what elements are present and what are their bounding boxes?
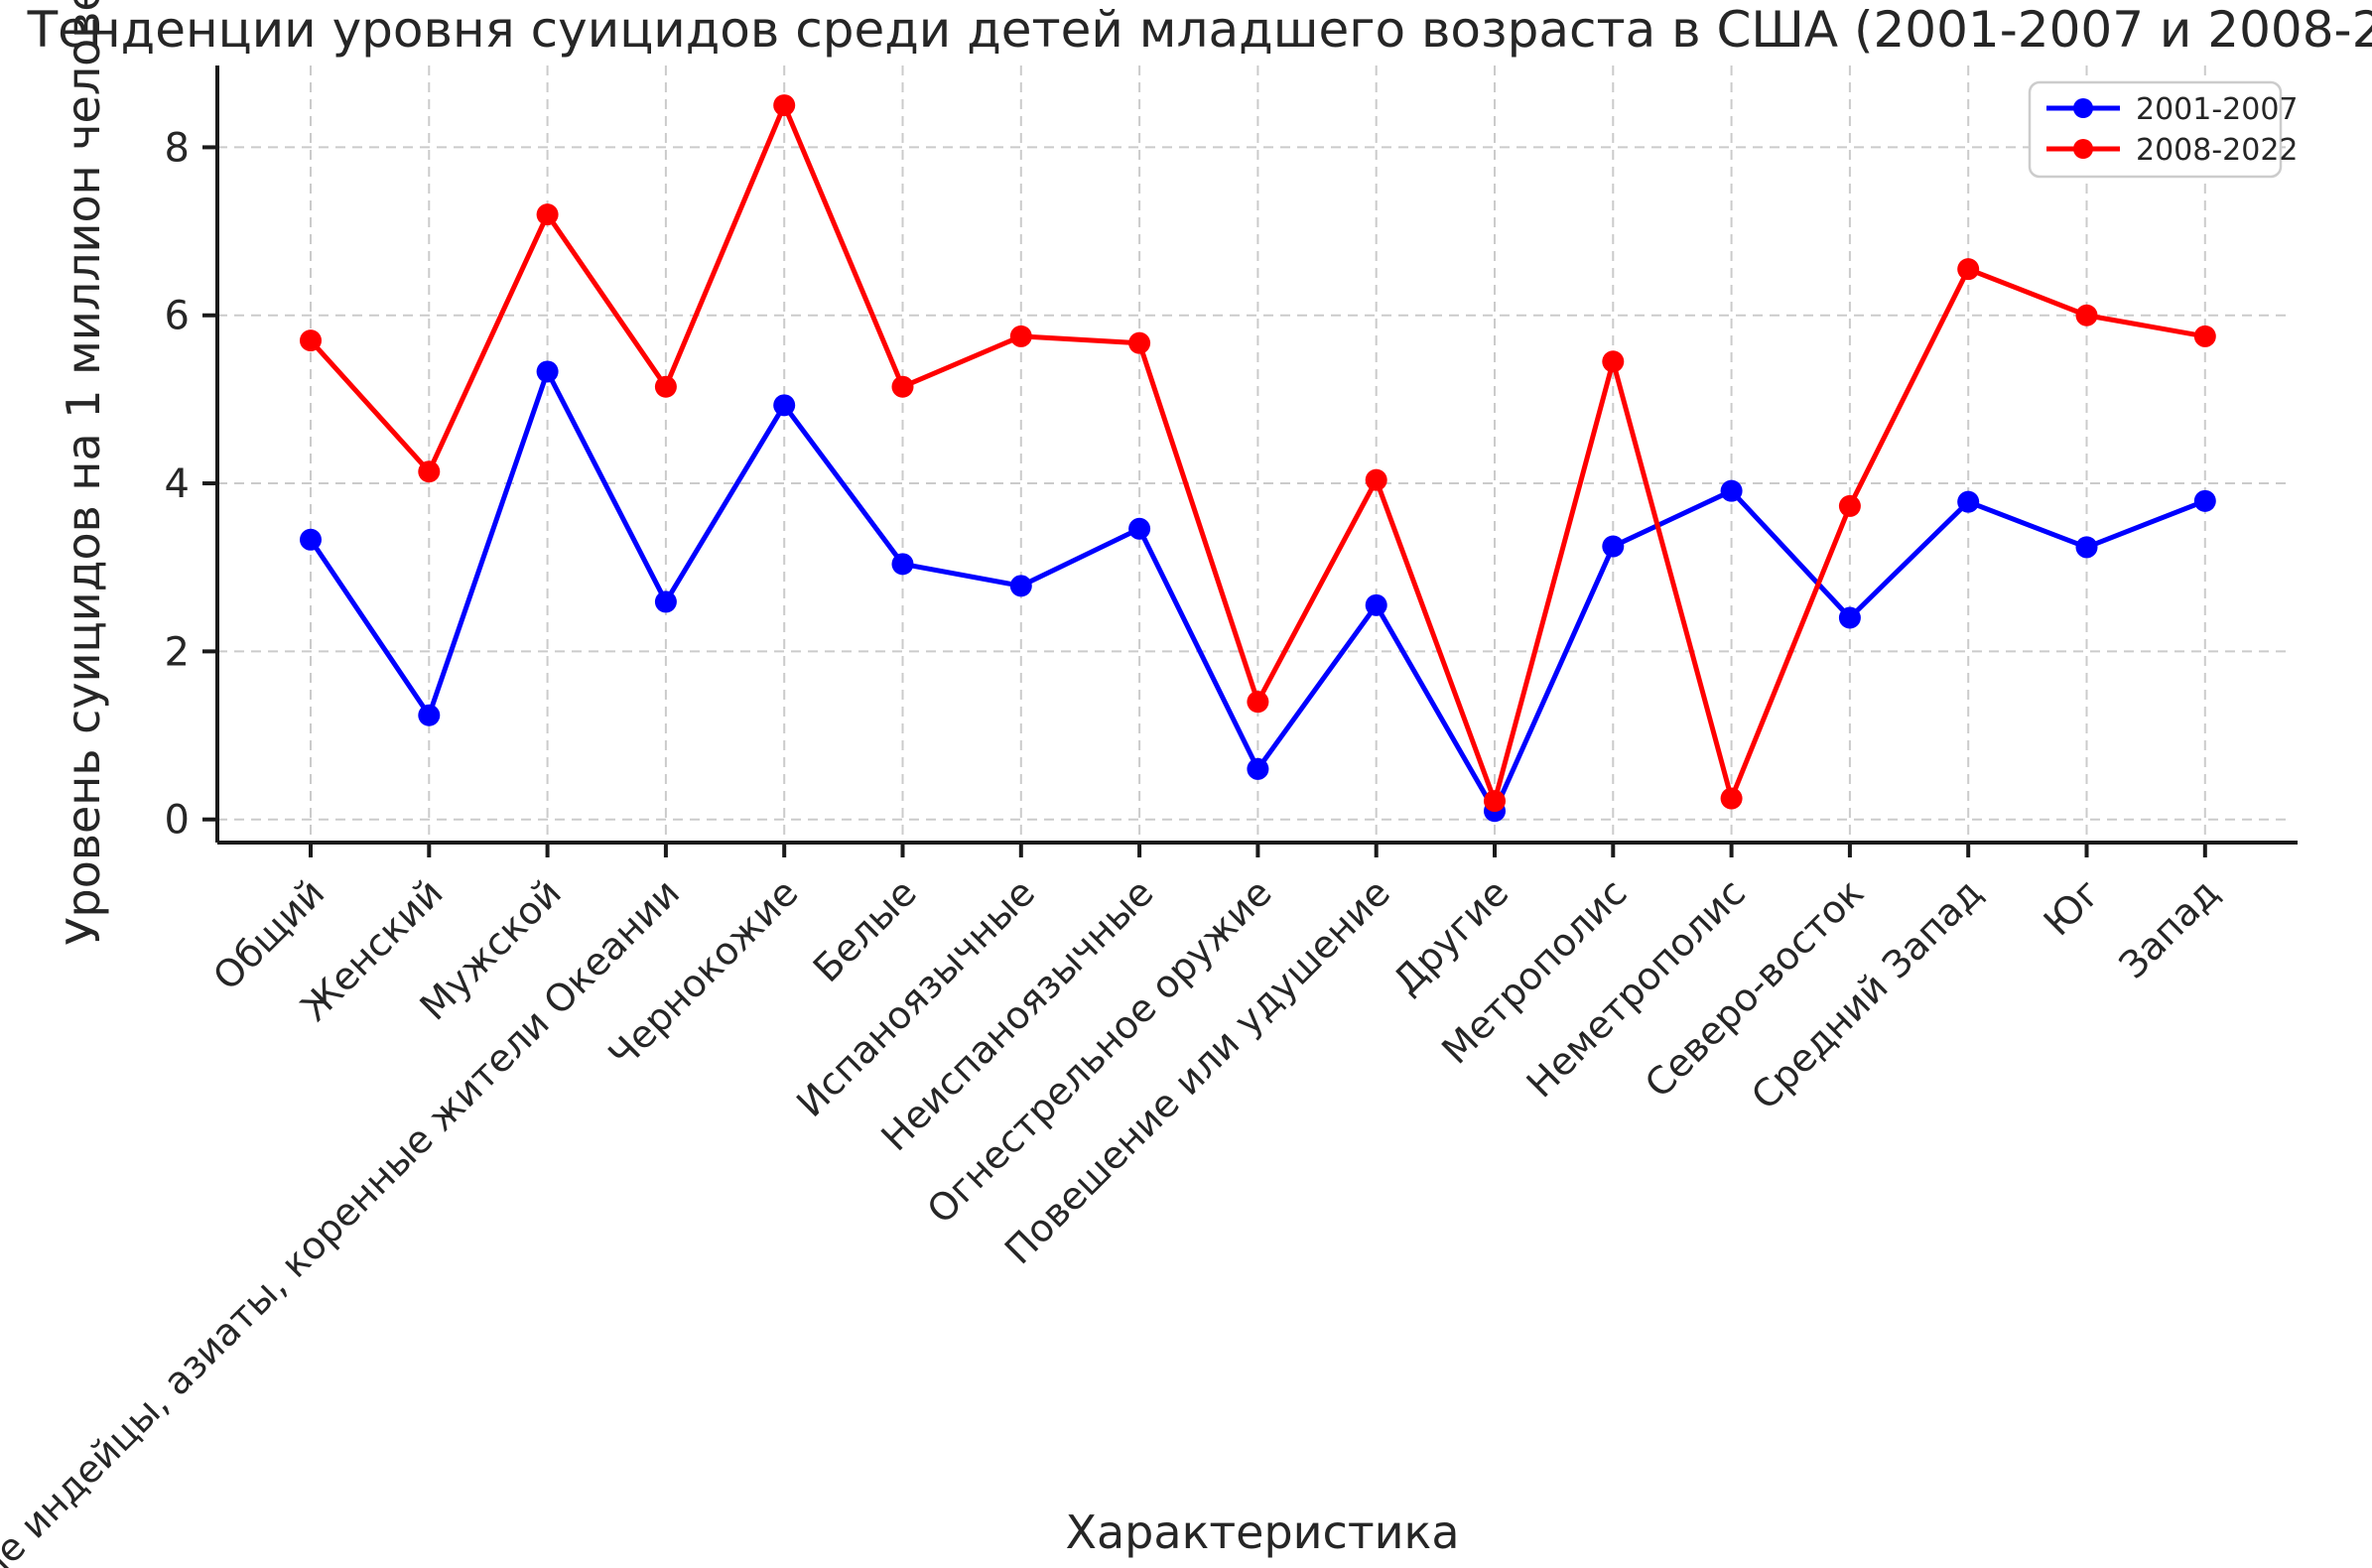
chart-title: Тенденции уровня суицидов среди детей мл… (27, 1, 2372, 59)
data-point (2193, 325, 2216, 347)
data-point (418, 460, 441, 483)
y-axis-label: Уровень суицидов на 1 миллион человек (57, 0, 110, 946)
y-tick-label: 0 (165, 798, 190, 844)
data-point (773, 94, 796, 117)
data-point (1838, 606, 1861, 629)
data-point (536, 360, 559, 383)
data-point (2075, 536, 2098, 559)
data-point (1720, 787, 1743, 810)
data-point (1247, 757, 1269, 780)
x-tick-label: Неметрополис (1518, 870, 1754, 1106)
x-tick-label: Средний Запад (1743, 870, 1990, 1117)
y-tick-label: 2 (165, 629, 190, 675)
data-point (1602, 535, 1625, 558)
data-point (891, 375, 914, 398)
data-point (654, 590, 677, 613)
data-point (1838, 494, 1861, 517)
data-point (536, 203, 559, 226)
axis-ticks (202, 145, 2207, 857)
x-tick-label: Северо-восток (1637, 870, 1872, 1106)
data-point (1957, 490, 1980, 513)
y-tick-label: 6 (165, 294, 190, 339)
data-point (1128, 331, 1151, 354)
legend-entry: 2001-2007 (2046, 92, 2299, 127)
data-point (300, 329, 322, 352)
series-2001-2007 (300, 360, 2216, 823)
data-point (891, 553, 914, 576)
data-point (773, 394, 796, 417)
legend-marker (2073, 139, 2093, 159)
data-point (2193, 489, 2216, 512)
data-point (1009, 325, 1032, 347)
data-point (1247, 691, 1269, 714)
x-axis-label: Характеристика (1065, 1505, 1459, 1559)
data-point (1365, 468, 1387, 491)
x-tick-label: Юг (2036, 870, 2109, 944)
data-point (418, 704, 441, 726)
y-tick-label: 4 (165, 461, 190, 507)
legend-marker (2073, 98, 2093, 118)
legend-label: 2001-2007 (2136, 92, 2299, 127)
x-tick-labels: ОбщийЖенскийМужскойАмериканские индейцы,… (0, 870, 2227, 1568)
legend-entry: 2008-2022 (2046, 133, 2299, 168)
x-tick-label: Белые (805, 870, 925, 990)
y-tick-labels: 0 2 4 6 8 (165, 125, 190, 843)
data-point (1009, 575, 1032, 597)
data-point (1957, 258, 1980, 281)
data-point (1365, 593, 1387, 616)
data-point (1128, 517, 1151, 540)
data-series (300, 94, 2216, 823)
x-tick-label: Запад (2111, 870, 2227, 986)
legend-label: 2008-2022 (2136, 133, 2299, 168)
data-point (2075, 304, 2098, 327)
data-point (1602, 350, 1625, 373)
y-tick-label: 8 (165, 125, 190, 171)
data-point (654, 375, 677, 398)
data-point (1720, 479, 1743, 502)
data-point (300, 528, 322, 551)
gridlines (217, 65, 2293, 843)
legend: 2001-2007 2008-2022 (2028, 80, 2299, 179)
series-2008-2022 (300, 94, 2216, 813)
data-point (1484, 790, 1506, 813)
